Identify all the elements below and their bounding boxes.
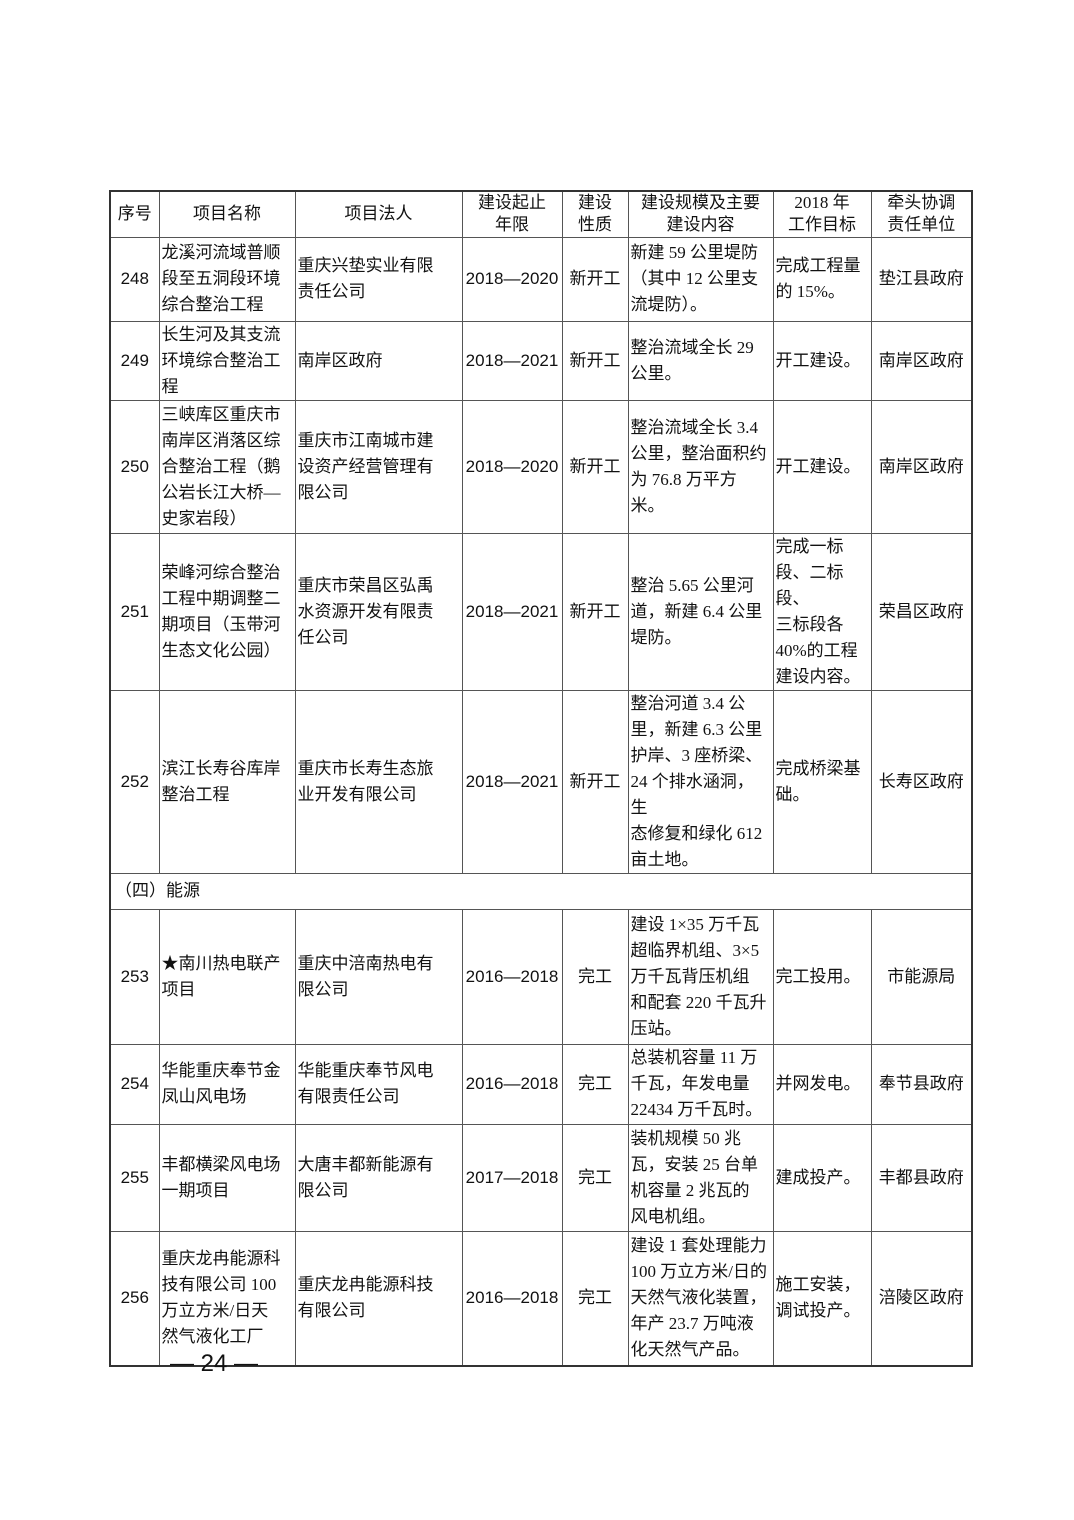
- cell-scope: 建设 1 套处理能力 100 万立方米/日的 天然气液化装置， 年产 23.7 …: [627, 1230, 774, 1367]
- table-row: 251 荣峰河综合整治 工程中期调整二 期项目（玉带河 生态文化公园） 重庆市荣昌区…: [109, 532, 973, 691]
- header-no: 序号: [109, 190, 160, 238]
- cell-goal: 并网发电。: [772, 1043, 872, 1125]
- cell-no: 254: [109, 1043, 160, 1125]
- cell-goal: 完成工程量 的 15%。: [772, 236, 872, 322]
- cell-scope: 建设 1×35 万千瓦 超临界机组、3×5 万千瓦背压机组 和配套 220 千瓦…: [627, 908, 774, 1045]
- cell-period: 2018—2021: [461, 689, 563, 874]
- cell-owner: 重庆市长寿生态旅 业开发有限公司: [294, 689, 463, 874]
- cell-period: 2016—2018: [461, 908, 563, 1045]
- table-row: 255 丰都横梁风电场 一期项目 大唐丰都新能源有 限公司 2017—2018 完工 装机…: [109, 1123, 973, 1232]
- cell-unit: 南岸区政府: [870, 399, 973, 534]
- cell-unit: 奉节县政府: [870, 1043, 973, 1125]
- cell-unit: 南岸区政府: [870, 320, 973, 401]
- cell-nature: 完工: [561, 908, 629, 1045]
- cell-nature: 完工: [561, 1123, 629, 1232]
- cell-unit: 涪陵区政府: [870, 1230, 973, 1367]
- cell-period: 2018—2020: [461, 236, 563, 322]
- cell-owner: 南岸区政府: [294, 320, 463, 401]
- table-row: 249 长生河及其支流 环境综合整治工 程南岸区政府 2018—2021 新开工 整治流…: [109, 320, 973, 401]
- header-period: 建设起止 年限: [461, 190, 563, 238]
- cell-nature: 新开工: [561, 689, 629, 874]
- section-row: （四）能源: [109, 872, 973, 910]
- table-row: 254 华能重庆奉节金 凤山风电场 华能重庆奉节风电 有限责任公司 2016—2018…: [109, 1043, 973, 1125]
- cell-name: 重庆龙冉能源科 技有限公司 100 万立方米/日天 然气液化工厂: [158, 1230, 296, 1367]
- header-scope: 建设规模及主要 建设内容: [627, 190, 774, 238]
- table-row: 248 龙溪河流域普顺 段至五洞段环境 综合整治工程 重庆兴垫实业有限 责任公司 20…: [109, 236, 973, 322]
- header-owner: 项目法人: [294, 190, 463, 238]
- header-goal: 2018 年 工作目标: [772, 190, 872, 238]
- cell-name: 三峡库区重庆市 南岸区消落区综 合整治工程（鹅 公岩长江大桥— 史家岩段）: [158, 399, 296, 534]
- cell-no: 249: [109, 320, 160, 401]
- cell-nature: 新开工: [561, 532, 629, 691]
- cell-goal: 完工投用。: [772, 908, 872, 1045]
- cell-owner: 重庆兴垫实业有限 责任公司: [294, 236, 463, 322]
- cell-period: 2017—2018: [461, 1123, 563, 1232]
- cell-scope: 整治流域全长 3.4 公里，整治面积约 为 76.8 万平方米。: [627, 399, 774, 534]
- cell-scope: 整治 5.65 公里河 道，新建 6.4 公里 堤防。: [627, 532, 774, 691]
- cell-name: 长生河及其支流 环境综合整治工 程: [158, 320, 296, 401]
- header-nature: 建设 性质: [561, 190, 629, 238]
- cell-owner: 重庆中涪南热电有 限公司: [294, 908, 463, 1045]
- cell-nature: 完工: [561, 1230, 629, 1367]
- cell-period: 2018—2021: [461, 532, 563, 691]
- header-unit: 牵头协调 责任单位: [870, 190, 973, 238]
- cell-period: 2016—2018: [461, 1230, 563, 1367]
- cell-owner: 重庆市荣昌区弘禹 水资源开发有限责 任公司: [294, 532, 463, 691]
- cell-no: 252: [109, 689, 160, 874]
- cell-owner: 华能重庆奉节风电 有限责任公司: [294, 1043, 463, 1125]
- cell-period: 2016—2018: [461, 1043, 563, 1125]
- cell-no: 248: [109, 236, 160, 322]
- cell-name: ★南川热电联产 项目: [158, 908, 296, 1045]
- header-row: 序号 项目名称 项目法人 建设起止 年限 建设 性质 建设规模及主要 建设内容 …: [109, 190, 973, 238]
- table-row: 252 滨江长寿谷库岸 整治工程 重庆市长寿生态旅 业开发有限公司 2018—2021…: [109, 689, 973, 874]
- cell-name: 华能重庆奉节金 凤山风电场: [158, 1043, 296, 1125]
- cell-name: 滨江长寿谷库岸 整治工程: [158, 689, 296, 874]
- cell-no: 250: [109, 399, 160, 534]
- page-number: — 24 —: [170, 1350, 259, 1377]
- cell-owner: 大唐丰都新能源有 限公司: [294, 1123, 463, 1232]
- cell-unit: 丰都县政府: [870, 1123, 973, 1232]
- table-row: 253 ★南川热电联产 项目 重庆中涪南热电有 限公司 2016—2018 完工 建设 1…: [109, 908, 973, 1045]
- cell-goal: 完成一标 段、二标段、 三标段各 40%的工程 建设内容。: [772, 532, 872, 691]
- cell-scope: 装机规模 50 兆 瓦，安装 25 台单 机容量 2 兆瓦的 风电机组。: [627, 1123, 774, 1232]
- cell-goal: 完成桥梁基 础。: [772, 689, 872, 874]
- cell-scope: 新建 59 公里堤防 （其中 12 公里支 流堤防）。: [627, 236, 774, 322]
- cell-name: 龙溪河流域普顺 段至五洞段环境 综合整治工程: [158, 236, 296, 322]
- cell-nature: 完工: [561, 1043, 629, 1125]
- cell-unit: 长寿区政府: [870, 689, 973, 874]
- cell-nature: 新开工: [561, 320, 629, 401]
- cell-no: 256: [109, 1230, 160, 1367]
- cell-scope: 总装机容量 11 万 千瓦，年发电量 22434 万千瓦时。: [627, 1043, 774, 1125]
- cell-owner: 重庆龙冉能源科技 有限公司: [294, 1230, 463, 1367]
- cell-goal: 建成投产。: [772, 1123, 872, 1232]
- cell-no: 253: [109, 908, 160, 1045]
- cell-scope: 整治流域全长 29 公里。: [627, 320, 774, 401]
- cell-period: 2018—2021: [461, 320, 563, 401]
- cell-goal: 施工安装， 调试投产。: [772, 1230, 872, 1367]
- cell-unit: 垫江县政府: [870, 236, 973, 322]
- cell-nature: 新开工: [561, 236, 629, 322]
- cell-scope: 整治河道 3.4 公 里，新建 6.3 公里 护岸、3 座桥梁、 24 个排水涵…: [627, 689, 774, 874]
- cell-goal: 开工建设。: [772, 399, 872, 534]
- cell-unit: 市能源局: [870, 908, 973, 1045]
- table-row: 256 重庆龙冉能源科 技有限公司 100 万立方米/日天 然气液化工厂 重庆龙冉能…: [109, 1230, 973, 1367]
- cell-name: 荣峰河综合整治 工程中期调整二 期项目（玉带河 生态文化公园）: [158, 532, 296, 691]
- header-name: 项目名称: [158, 190, 296, 238]
- cell-no: 255: [109, 1123, 160, 1232]
- cell-nature: 新开工: [561, 399, 629, 534]
- table-row: 250 三峡库区重庆市 南岸区消落区综 合整治工程（鹅 公岩长江大桥— 史家岩段）…: [109, 399, 973, 534]
- cell-goal: 开工建设。: [772, 320, 872, 401]
- section-title: （四）能源: [109, 872, 973, 910]
- cell-no: 251: [109, 532, 160, 691]
- project-table: 序号 项目名称 项目法人 建设起止 年限 建设 性质 建设规模及主要 建设内容 …: [109, 190, 973, 1367]
- cell-unit: 荣昌区政府: [870, 532, 973, 691]
- cell-name: 丰都横梁风电场 一期项目: [158, 1123, 296, 1232]
- cell-owner: 重庆市江南城市建 设资产经营管理有 限公司: [294, 399, 463, 534]
- cell-period: 2018—2020: [461, 399, 563, 534]
